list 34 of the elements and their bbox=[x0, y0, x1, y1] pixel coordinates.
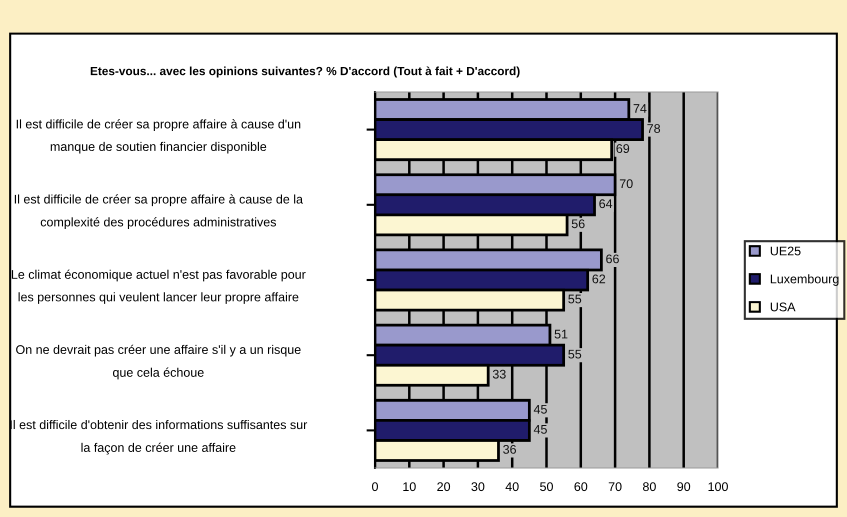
x-tick-label: 0 bbox=[372, 482, 378, 492]
y-tick-label: Il est difficile de créer sa propre affaire à cause d'un manque de soutien financier disponible bbox=[16, 119, 300, 154]
y-tick-label: On ne devrait pas créer une affaire s'il y a un risque que cela échoue bbox=[16, 344, 301, 380]
data-label: 55 bbox=[568, 294, 582, 304]
data-label: 55 bbox=[568, 350, 582, 359]
x-tick-label: 50 bbox=[540, 482, 553, 492]
data-label: 78 bbox=[647, 124, 660, 133]
data-label: 33 bbox=[492, 370, 506, 379]
data-label: 45 bbox=[534, 425, 547, 434]
x-tick-label: 30 bbox=[471, 482, 484, 492]
x-tick-label: 10 bbox=[403, 482, 416, 492]
data-label: 74 bbox=[634, 104, 647, 113]
data-label: 56 bbox=[572, 219, 585, 228]
chart-title: Etes-vous... avec les opinions suivantes? % D'accord (Tout à fait + D'accord) bbox=[90, 66, 520, 78]
data-label: 64 bbox=[599, 199, 612, 208]
data-label: 70 bbox=[620, 179, 633, 188]
data-label: 66 bbox=[606, 254, 619, 264]
x-tick-label: 90 bbox=[677, 482, 690, 492]
x-tick-label: 40 bbox=[506, 482, 519, 492]
legend-label: UE25 bbox=[770, 246, 801, 256]
data-label: 36 bbox=[503, 444, 516, 454]
y-tick-label: Il est difficile de créer sa propre affaire à cause de la complexité des procédures administratives bbox=[14, 194, 303, 229]
y-tick-label: Le climat économique actuel n'est pas favorable pour les personnes qui veulent lancer leur propre affaire bbox=[12, 270, 306, 304]
legend-label: Luxembourg bbox=[770, 274, 839, 286]
x-tick-label: 20 bbox=[437, 482, 450, 492]
data-label: 45 bbox=[534, 404, 547, 414]
legend-label: USA bbox=[770, 302, 796, 312]
data-label: 62 bbox=[592, 274, 606, 284]
x-tick-label: 100 bbox=[708, 482, 728, 492]
data-label: 69 bbox=[616, 144, 630, 154]
x-tick-label: 80 bbox=[642, 482, 656, 492]
x-tick-label: 70 bbox=[608, 482, 622, 492]
data-label: 51 bbox=[554, 330, 568, 338]
x-tick-label: 60 bbox=[574, 482, 588, 492]
